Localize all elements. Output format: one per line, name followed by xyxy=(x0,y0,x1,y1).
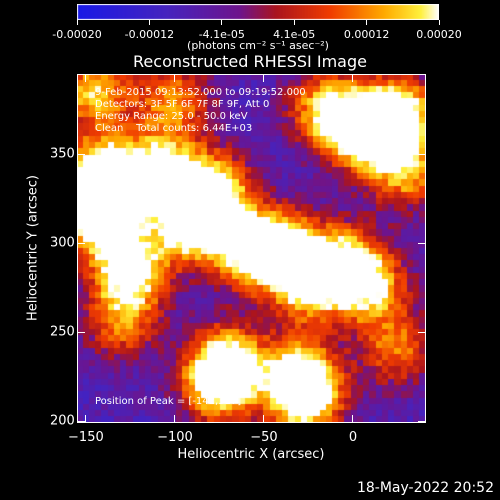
x-tick-mark xyxy=(263,74,265,82)
annotation-time-range: 9-Feb-2015 09:13:52.000 to 09:19:52.000 xyxy=(95,87,306,98)
y-tick-mark xyxy=(77,420,85,422)
colorbar-units: (photons cm⁻² s⁻¹ asec⁻²) xyxy=(187,39,329,52)
colorbar-tick-label: -4.1e-05 xyxy=(198,28,245,41)
y-tick-label: 350 xyxy=(50,146,75,162)
x-tick-label: −50 xyxy=(250,430,278,445)
y-tick-mark xyxy=(418,242,426,244)
colorbar-tick-label: 0.00012 xyxy=(343,28,390,41)
y-tick-mark xyxy=(418,420,426,422)
colorbar-tick-mark xyxy=(76,20,78,25)
y-tick-label: 300 xyxy=(50,235,75,251)
colorbar-tick-mark xyxy=(366,20,368,25)
x-axis-label: Heliocentric X (arcsec) xyxy=(177,447,325,462)
x-tick-mark xyxy=(352,415,354,423)
x-tick-mark xyxy=(174,74,176,82)
x-tick-label: −100 xyxy=(157,430,193,445)
y-tick-label: 250 xyxy=(50,324,75,340)
y-axis-label: Heliocentric Y (arcsec) xyxy=(25,175,41,321)
colorbar-tick-label: 4.1e-05 xyxy=(273,28,316,41)
x-tick-mark xyxy=(352,74,354,82)
x-tick-label: −150 xyxy=(68,430,104,445)
y-tick-label: 200 xyxy=(50,413,75,429)
colorbar xyxy=(77,4,439,20)
annotation-clean: Clean Total counts: 6.44E+03 xyxy=(95,123,253,134)
heatmap-image xyxy=(77,74,426,423)
colorbar-tick-mark xyxy=(293,20,295,25)
annotation-energy: Energy Range: 25.0 - 50.0 keV xyxy=(95,111,248,122)
colorbar-tick-label: 0.00020 xyxy=(416,28,462,41)
y-tick-mark xyxy=(77,153,85,155)
colorbar-tick-mark xyxy=(221,20,223,25)
x-tick-mark xyxy=(263,415,265,423)
y-tick-mark xyxy=(418,331,426,333)
x-tick-label: 0 xyxy=(348,430,358,445)
colorbar-tick-mark xyxy=(438,20,440,25)
colorbar-tick-label: -0.00020 xyxy=(52,28,102,41)
x-tick-mark xyxy=(85,74,87,82)
x-tick-mark xyxy=(174,415,176,423)
y-tick-mark xyxy=(418,153,426,155)
y-tick-mark xyxy=(77,331,85,333)
annotation-detectors: Detectors: 3F 5F 6F 7F 8F 9F, Att 0 xyxy=(95,99,270,110)
y-tick-mark xyxy=(77,242,85,244)
chart-title: Reconstructed RHESSI Image xyxy=(133,52,367,71)
timestamp: 18-May-2022 20:52 xyxy=(356,480,494,496)
colorbar-tick-mark xyxy=(148,20,150,25)
x-tick-mark xyxy=(85,415,87,423)
annotation-peak: Position of Peak = [-142,317] xyxy=(95,396,242,407)
colorbar-tick-label: -0.00012 xyxy=(124,28,175,41)
